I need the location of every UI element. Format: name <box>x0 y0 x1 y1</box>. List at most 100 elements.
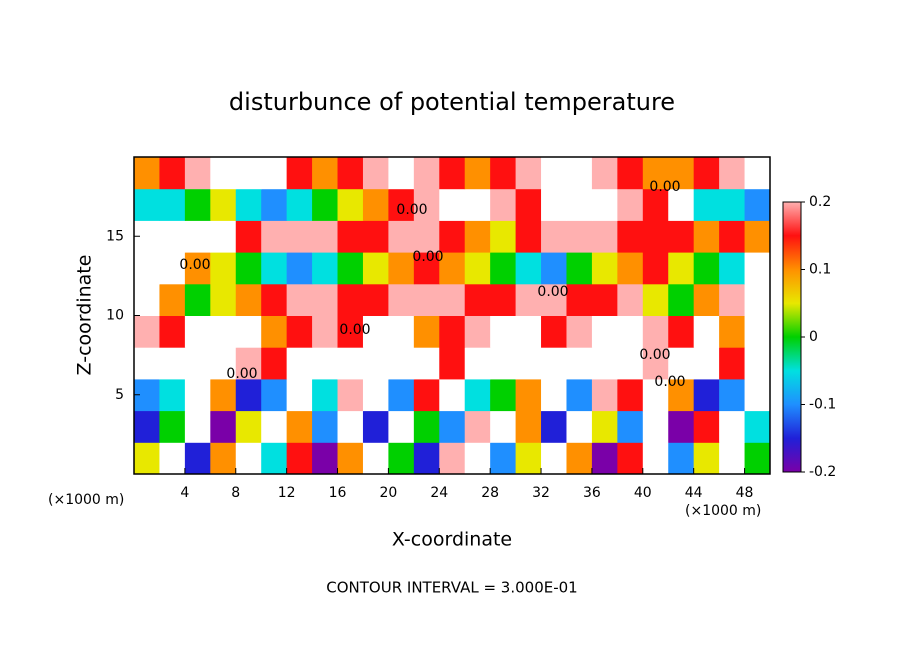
field-cell <box>159 220 186 253</box>
field-cell <box>413 283 440 316</box>
field-cell <box>184 283 211 316</box>
field-cell <box>591 283 618 316</box>
field-cell <box>210 315 237 348</box>
field-cell <box>464 410 491 443</box>
field-cell <box>591 252 618 285</box>
field-cell <box>464 442 491 475</box>
field-cell <box>184 188 211 221</box>
field-cell <box>693 188 720 221</box>
field-cell <box>210 410 237 443</box>
field-cell <box>312 347 339 380</box>
field-cell <box>337 252 364 285</box>
field-cell <box>490 252 517 285</box>
field-cell <box>159 283 186 316</box>
field-cell <box>388 378 415 412</box>
field-cell <box>286 442 313 475</box>
field-cell <box>515 410 542 443</box>
field-cell <box>719 157 746 190</box>
field-cell <box>541 442 567 475</box>
field-cell <box>541 283 567 316</box>
field-cell <box>668 315 695 348</box>
contour-label: 0.00 <box>537 284 568 300</box>
field-cell <box>541 410 567 443</box>
colorbar-tick-label: -0.1 <box>809 397 836 413</box>
plot-area: 0.00 0.00 0.00 0.00 0.00 0.00 0.00 0.00 0.00 <box>133 156 771 475</box>
field-cell <box>668 157 695 190</box>
field-cell <box>210 188 237 221</box>
field-cell <box>286 315 313 348</box>
field-cell <box>439 315 466 348</box>
x-tick-label: 8 <box>231 485 240 501</box>
field-cell <box>413 252 440 285</box>
field-cell <box>235 315 262 348</box>
field-cell <box>693 220 720 253</box>
field-cell <box>642 283 669 316</box>
colorbar-tick-label: 0.2 <box>809 194 831 210</box>
field-cell <box>362 252 389 285</box>
field-cell <box>261 410 288 443</box>
field-cell <box>210 442 237 475</box>
field-cell <box>134 157 160 190</box>
field-cell <box>184 442 211 475</box>
field-cell <box>515 315 542 348</box>
field-cell <box>337 220 364 253</box>
x-tick-label: 36 <box>583 485 601 501</box>
field-cell <box>184 410 211 443</box>
field-cell <box>541 157 567 190</box>
field-cell <box>719 410 746 443</box>
field-cell <box>490 188 517 221</box>
field-cell <box>210 347 237 380</box>
field-cell <box>668 283 695 316</box>
field-cell <box>541 347 567 380</box>
field-cell <box>184 220 211 253</box>
field-cell <box>515 157 542 190</box>
field-cell <box>388 442 415 475</box>
field-cell <box>642 157 669 190</box>
field-cell <box>744 188 771 221</box>
field-cell <box>591 315 618 348</box>
colorbar-tick-label: 0 <box>809 329 818 345</box>
field-cell <box>719 252 746 285</box>
y-tick-label: 10 <box>106 308 124 324</box>
field-cell <box>439 220 466 253</box>
field-cell <box>337 188 364 221</box>
field-cell <box>591 410 618 443</box>
field-cell <box>642 188 669 221</box>
field-cell <box>490 347 517 380</box>
field-cell <box>286 220 313 253</box>
field-cell <box>134 442 160 475</box>
field-cell <box>337 283 364 316</box>
field-cell <box>566 410 593 443</box>
field-cell <box>337 410 364 443</box>
y-tick-label: 5 <box>115 387 124 403</box>
field-cell <box>134 283 160 316</box>
field-cell <box>362 315 389 348</box>
field-cell <box>668 188 695 221</box>
field-cell <box>337 315 364 348</box>
contour-label: 0.00 <box>412 249 443 265</box>
field-cell <box>337 347 364 380</box>
field-cell <box>337 378 364 412</box>
field-cell <box>744 283 771 316</box>
field-cell <box>388 283 415 316</box>
field-cell <box>617 410 644 443</box>
x-tick-label: 48 <box>736 485 754 501</box>
field-cell <box>184 157 211 190</box>
field-cell <box>439 347 466 380</box>
field-cell <box>668 410 695 443</box>
x-unit: (×1000 m) <box>685 503 761 519</box>
field-cell <box>591 220 618 253</box>
field-cell <box>566 252 593 285</box>
field-cell <box>286 410 313 443</box>
field-cell <box>312 283 339 316</box>
field-cell <box>388 347 415 380</box>
field-cell <box>541 252 567 285</box>
field-cell <box>515 220 542 253</box>
field-cell <box>235 378 262 412</box>
field-cell <box>490 220 517 253</box>
field-cell <box>617 347 644 380</box>
field-cell <box>362 410 389 443</box>
field-cell <box>261 188 288 221</box>
field-cell <box>210 252 237 285</box>
